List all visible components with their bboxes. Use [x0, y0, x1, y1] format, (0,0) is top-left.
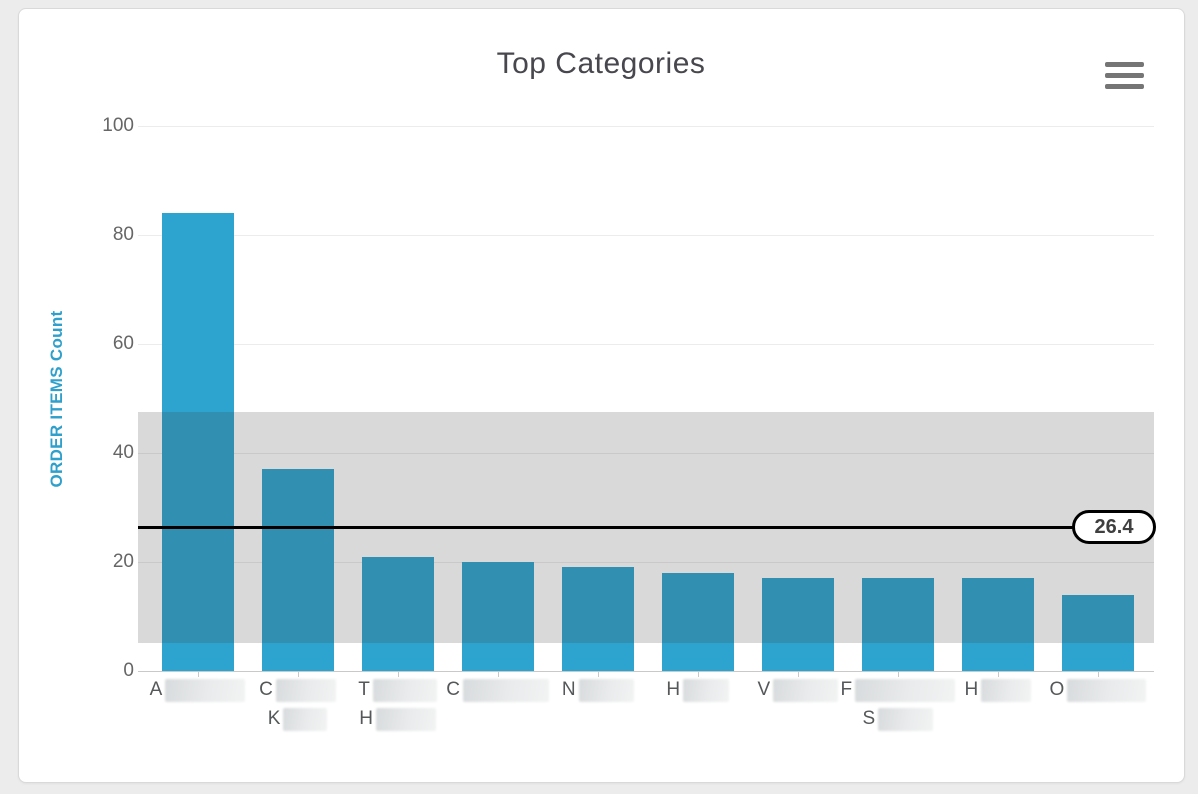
- x-tick: [997, 671, 999, 677]
- x-axis-label-letter: F: [840, 679, 853, 700]
- bar[interactable]: [461, 562, 534, 671]
- gridline: [138, 125, 1154, 127]
- x-axis-line: [138, 670, 1154, 672]
- x-tick: [397, 671, 399, 677]
- redacted-text-box: [683, 678, 730, 702]
- x-tick: [697, 671, 699, 677]
- x-axis-label-line: A: [108, 678, 288, 702]
- hamburger-menu-icon: [1105, 73, 1144, 78]
- x-axis-label-line: K: [208, 707, 388, 731]
- redacted-text-box: [375, 707, 436, 731]
- redacted-text-box: [773, 678, 839, 702]
- redacted-text-box: [1067, 678, 1147, 702]
- hamburger-menu-icon: [1105, 84, 1144, 89]
- mean-line: [138, 525, 1154, 529]
- bar[interactable]: [1061, 594, 1134, 671]
- redacted-text-box: [981, 678, 1032, 702]
- gridline: [138, 561, 1154, 563]
- x-tick: [197, 671, 199, 677]
- x-axis-label-letter: K: [267, 708, 281, 729]
- bar[interactable]: [361, 556, 434, 671]
- x-axis-label: V: [708, 678, 888, 707]
- x-axis-label-letter: H: [359, 708, 373, 729]
- redacted-text-box: [165, 678, 246, 702]
- bar[interactable]: [261, 469, 334, 671]
- redacted-text-box: [878, 707, 934, 731]
- x-tick: [497, 671, 499, 677]
- x-axis-label-letter: S: [862, 708, 876, 729]
- x-axis-label-line: V: [708, 678, 888, 702]
- bar[interactable]: [961, 578, 1034, 671]
- gridline: [138, 234, 1154, 236]
- y-tick-label: 0: [123, 660, 134, 681]
- x-axis-label-line: C: [208, 678, 388, 702]
- gridline: [138, 452, 1154, 454]
- x-axis-label-letter: A: [149, 679, 163, 700]
- x-axis-label: N: [508, 678, 688, 707]
- x-axis-label: H: [608, 678, 788, 707]
- bar[interactable]: [861, 578, 934, 671]
- redacted-text-box: [578, 678, 634, 702]
- x-axis-label-line: H: [308, 707, 488, 731]
- chart-context-menu-button[interactable]: [1103, 60, 1147, 91]
- y-tick-label: 80: [112, 224, 134, 245]
- redacted-text-box: [283, 707, 328, 731]
- bar[interactable]: [761, 578, 834, 671]
- hamburger-menu-icon: [1105, 62, 1144, 67]
- chart-title: Top Categories: [496, 47, 706, 80]
- x-axis-label-letter: H: [666, 679, 681, 700]
- y-tick-label: 60: [112, 333, 134, 354]
- x-axis-label-letter: T: [358, 679, 370, 700]
- mean-value-label: 26.4: [1072, 510, 1156, 545]
- x-axis-label-line: C: [408, 678, 588, 702]
- bar[interactable]: [561, 567, 634, 671]
- x-tick: [797, 671, 799, 677]
- x-axis-label-line: F: [808, 678, 988, 702]
- x-axis-label: H: [908, 678, 1088, 707]
- x-axis-label-line: H: [608, 678, 788, 702]
- x-axis-label-letter: N: [561, 679, 576, 700]
- x-tick: [897, 671, 899, 677]
- x-tick: [297, 671, 299, 677]
- redacted-text-box: [372, 678, 437, 702]
- gridline: [138, 343, 1154, 345]
- x-tick: [1097, 671, 1099, 677]
- x-axis-label-line: H: [908, 678, 1088, 702]
- x-axis-label-line: O: [1008, 678, 1188, 702]
- x-tick: [597, 671, 599, 677]
- redacted-text-box: [855, 678, 956, 702]
- bar[interactable]: [661, 572, 734, 671]
- x-axis-label-letter: H: [964, 679, 979, 700]
- y-tick-label: 40: [112, 442, 134, 463]
- x-axis-label-line: S: [808, 707, 988, 731]
- x-axis-label-letter: C: [446, 679, 460, 700]
- x-axis-label-letter: C: [259, 679, 273, 700]
- y-tick-label: 100: [102, 115, 134, 136]
- bar[interactable]: [161, 213, 234, 671]
- x-axis-label: C: [408, 678, 588, 707]
- x-axis-label-letter: O: [1049, 679, 1065, 700]
- x-axis-label: A: [108, 678, 288, 707]
- x-axis-label-letter: V: [757, 679, 771, 700]
- redacted-text-box: [463, 678, 549, 702]
- x-axis-label-line: T: [308, 678, 488, 702]
- redacted-text-box: [275, 678, 336, 702]
- x-axis-label-line: N: [508, 678, 688, 702]
- y-tick-label: 20: [112, 551, 134, 572]
- x-axis-label: O: [1008, 678, 1188, 707]
